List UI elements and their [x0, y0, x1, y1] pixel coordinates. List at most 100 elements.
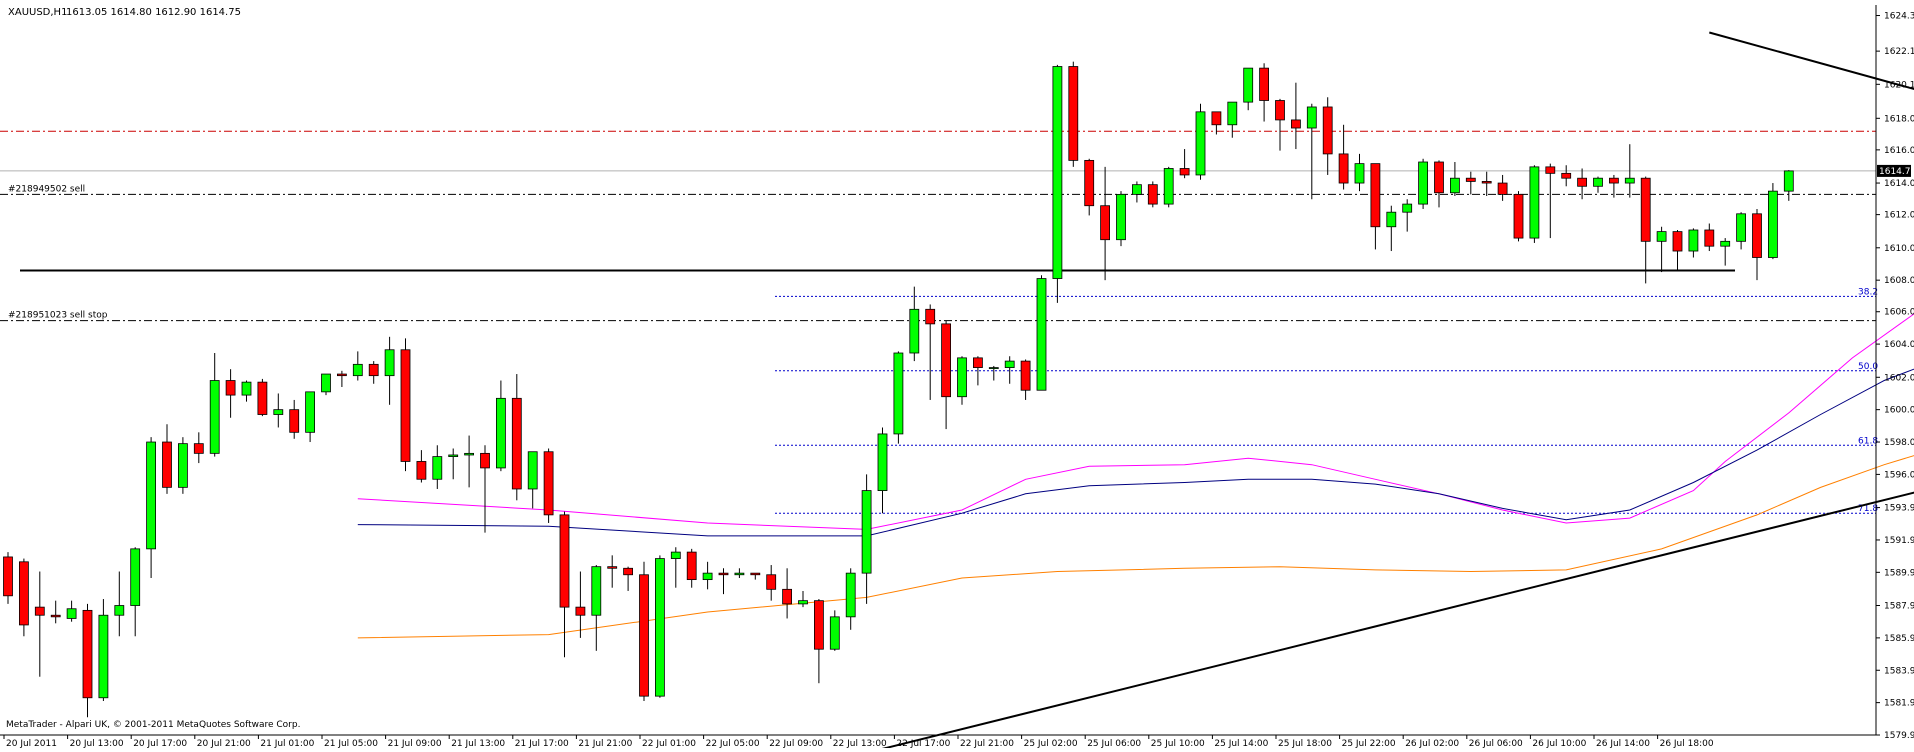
time-tick-label: 20 Jul 13:00 — [70, 739, 124, 748]
bearish-candle-body — [1259, 67, 1269, 101]
bearish-candle-body — [1465, 177, 1476, 182]
candle — [1147, 181, 1158, 208]
price-tick-label: 1585.90 — [1884, 634, 1914, 644]
time-tick-label: 20 Jul 2011 — [6, 739, 57, 748]
fib-level-label: 71.8 — [1858, 504, 1878, 514]
bearish-candle-body — [480, 452, 490, 469]
order-label: #218951023 sell stop — [8, 311, 108, 321]
candle — [1434, 160, 1444, 208]
time-tick-label: 25 Jul 14:00 — [1214, 739, 1268, 748]
fib-level-label: 61.8 — [1858, 436, 1878, 446]
fib-level-label: 38.2 — [1858, 287, 1878, 297]
bearish-candle-body — [3, 556, 13, 597]
bearish-candle-body — [973, 357, 983, 368]
bearish-candle-body — [1434, 161, 1444, 194]
candle — [1513, 191, 1524, 242]
copyright-text: MetaTrader - Alpari UK, © 2001-2011 Meta… — [6, 720, 300, 730]
candle — [1704, 223, 1715, 252]
symbol-label: XAUUSD,H1 — [8, 7, 67, 18]
price-tick-label: 1612.05 — [1884, 211, 1914, 221]
candle — [639, 561, 649, 702]
time-tick-label: 25 Jul 02:00 — [1024, 739, 1078, 748]
bearish-candle-body — [1577, 177, 1587, 187]
bullish-candle-body — [877, 433, 888, 491]
time-tick-label: 22 Jul 09:00 — [769, 739, 823, 748]
candle — [289, 399, 300, 439]
bearish-candle-body — [50, 614, 61, 618]
price-tick-label: 1581.90 — [1884, 699, 1914, 709]
candle — [177, 437, 188, 494]
bearish-candle-body — [1020, 360, 1031, 391]
bearish-candle-body — [1609, 177, 1619, 184]
ohlc-label: 1613.05 1614.80 1612.90 1614.75 — [66, 7, 241, 18]
candle — [1004, 356, 1015, 384]
candle — [1402, 199, 1413, 232]
candle — [98, 599, 109, 702]
time-tick-label: 21 Jul 05:00 — [324, 739, 378, 748]
candle — [1370, 163, 1381, 250]
candle — [368, 361, 379, 384]
bearish-candle-body — [1084, 159, 1095, 207]
bullish-candle-body — [114, 605, 125, 616]
candle — [909, 286, 920, 362]
bearish-candle-body — [750, 572, 761, 576]
price-tick-label: 1616.05 — [1884, 146, 1914, 156]
candle — [750, 572, 761, 580]
candle — [1179, 149, 1190, 179]
candle — [1688, 228, 1699, 258]
bearish-candle-body — [1291, 119, 1301, 129]
price-tick-label: 1587.90 — [1884, 602, 1914, 612]
candle — [1243, 67, 1254, 111]
candle — [336, 370, 347, 387]
bearish-candle-body — [559, 514, 570, 608]
bearish-candle-body — [814, 600, 824, 650]
candle — [1593, 176, 1603, 193]
candle — [1656, 226, 1667, 273]
price-tick-label: 1614.00 — [1884, 179, 1914, 189]
candle — [1116, 191, 1126, 247]
time-tick-label: 21 Jul 21:00 — [578, 739, 632, 748]
bearish-candle-body — [925, 308, 936, 325]
candle — [66, 600, 77, 622]
time-tick-label: 22 Jul 17:00 — [896, 739, 950, 748]
candle — [623, 566, 633, 591]
bearish-candle-body — [416, 461, 427, 480]
candle — [1068, 61, 1079, 167]
candle — [829, 610, 840, 651]
bullish-candle-body — [1783, 170, 1794, 192]
current-price-box — [1877, 164, 1911, 177]
candle — [575, 571, 586, 638]
candle — [432, 445, 443, 489]
time-tick-label: 25 Jul 18:00 — [1278, 739, 1332, 748]
candle — [273, 393, 284, 428]
candle — [1211, 111, 1222, 135]
candle — [1783, 170, 1794, 201]
bearish-candle-body — [1545, 166, 1556, 174]
candle — [400, 338, 411, 472]
price-tick-label: 1622.15 — [1884, 47, 1914, 57]
bullish-candle-body — [209, 380, 220, 454]
candle — [1545, 163, 1556, 239]
candle — [1259, 63, 1269, 122]
candle — [1624, 144, 1635, 198]
bullish-candle-body — [988, 367, 999, 369]
candle — [1084, 158, 1095, 216]
bullish-candle-body — [957, 357, 967, 398]
candle — [480, 445, 490, 533]
bearish-candle-body — [1275, 100, 1285, 121]
candle — [988, 365, 999, 381]
candle — [82, 603, 93, 718]
bullish-candle-body — [861, 490, 872, 574]
candle — [1386, 205, 1397, 252]
candle — [241, 380, 252, 402]
bullish-candle-body — [321, 373, 331, 393]
candle — [766, 565, 777, 601]
candle — [34, 571, 45, 677]
candle — [861, 474, 872, 604]
bearish-candle-body — [1513, 193, 1524, 239]
candle — [1195, 103, 1206, 180]
bullish-candle-body — [1593, 177, 1603, 187]
price-tick-label: 1579.90 — [1884, 731, 1914, 741]
candle — [1720, 238, 1731, 266]
